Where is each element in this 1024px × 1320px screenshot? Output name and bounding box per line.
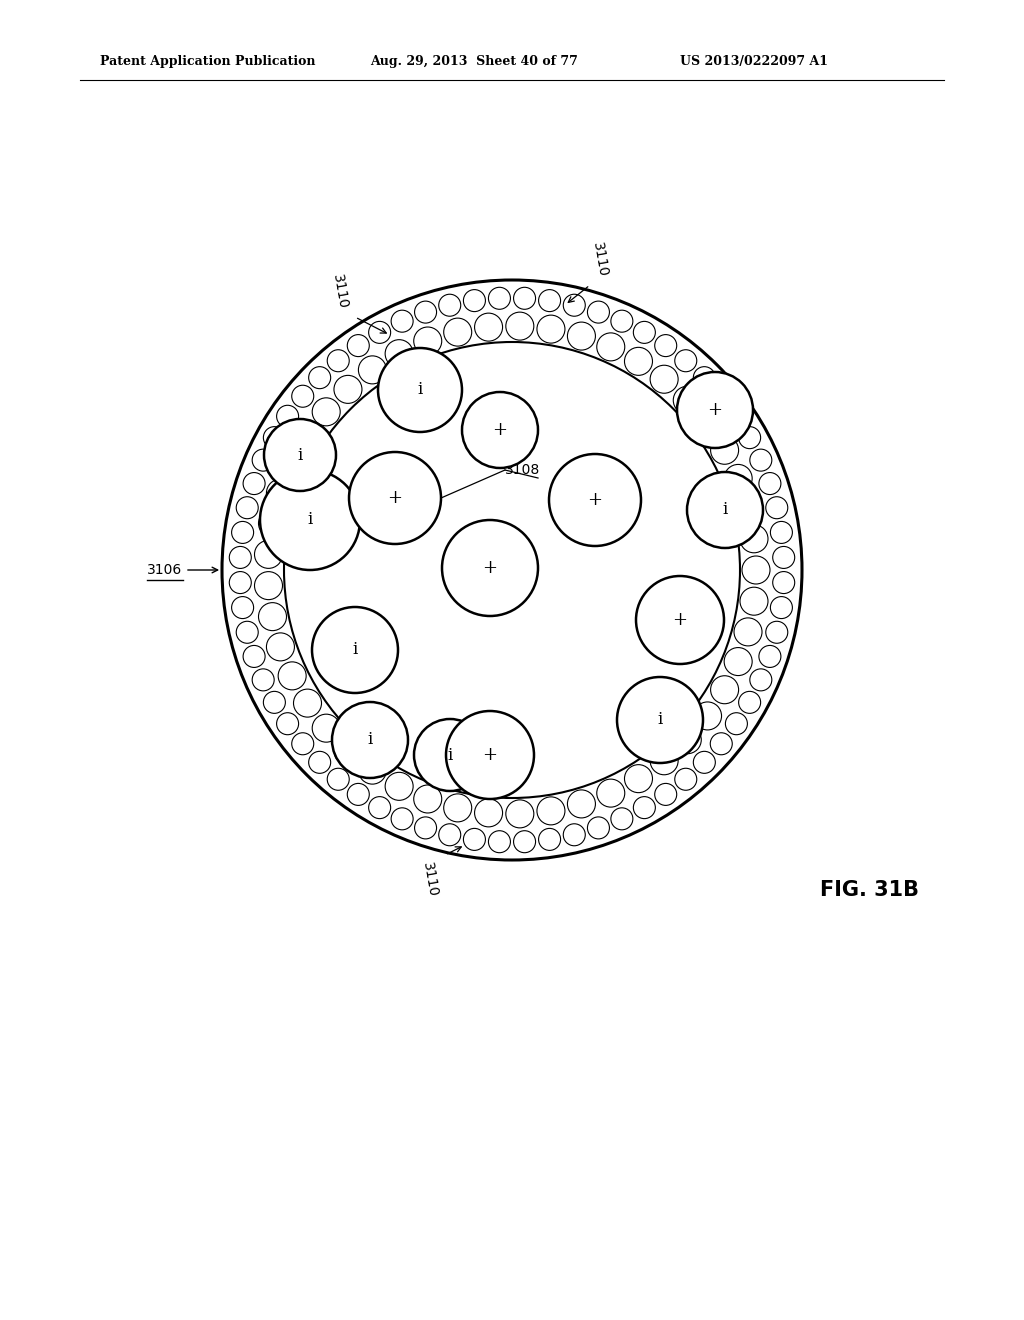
Circle shape [312, 607, 398, 693]
Text: FIG. 31B: FIG. 31B [820, 880, 919, 900]
Text: i: i [418, 381, 423, 399]
Circle shape [636, 576, 724, 664]
Text: i: i [307, 511, 312, 528]
Circle shape [687, 473, 763, 548]
Circle shape [617, 677, 703, 763]
Circle shape [349, 451, 441, 544]
Circle shape [442, 520, 538, 616]
Text: i: i [352, 642, 357, 659]
Text: Aug. 29, 2013  Sheet 40 of 77: Aug. 29, 2013 Sheet 40 of 77 [370, 55, 578, 69]
Circle shape [332, 702, 408, 777]
Circle shape [549, 454, 641, 546]
Text: +: + [482, 746, 498, 764]
Text: i: i [297, 446, 303, 463]
Text: i: i [447, 747, 453, 763]
Text: +: + [482, 558, 498, 577]
Circle shape [462, 392, 538, 469]
Text: 3110: 3110 [590, 242, 610, 279]
Text: +: + [493, 421, 508, 440]
Circle shape [677, 372, 753, 447]
Text: +: + [708, 401, 723, 418]
Text: 3110: 3110 [330, 273, 350, 310]
Text: US 2013/0222097 A1: US 2013/0222097 A1 [680, 55, 828, 69]
Circle shape [378, 348, 462, 432]
Text: 3110: 3110 [420, 862, 440, 899]
Text: +: + [588, 491, 602, 510]
Text: 3108: 3108 [505, 463, 541, 477]
Text: i: i [657, 711, 663, 729]
Text: +: + [387, 488, 402, 507]
Circle shape [446, 711, 534, 799]
Text: +: + [673, 611, 687, 630]
Text: i: i [368, 731, 373, 748]
Circle shape [414, 719, 486, 791]
Text: i: i [722, 502, 728, 519]
Circle shape [264, 418, 336, 491]
Text: Patent Application Publication: Patent Application Publication [100, 55, 315, 69]
Text: 3106: 3106 [147, 564, 182, 577]
Circle shape [260, 470, 360, 570]
